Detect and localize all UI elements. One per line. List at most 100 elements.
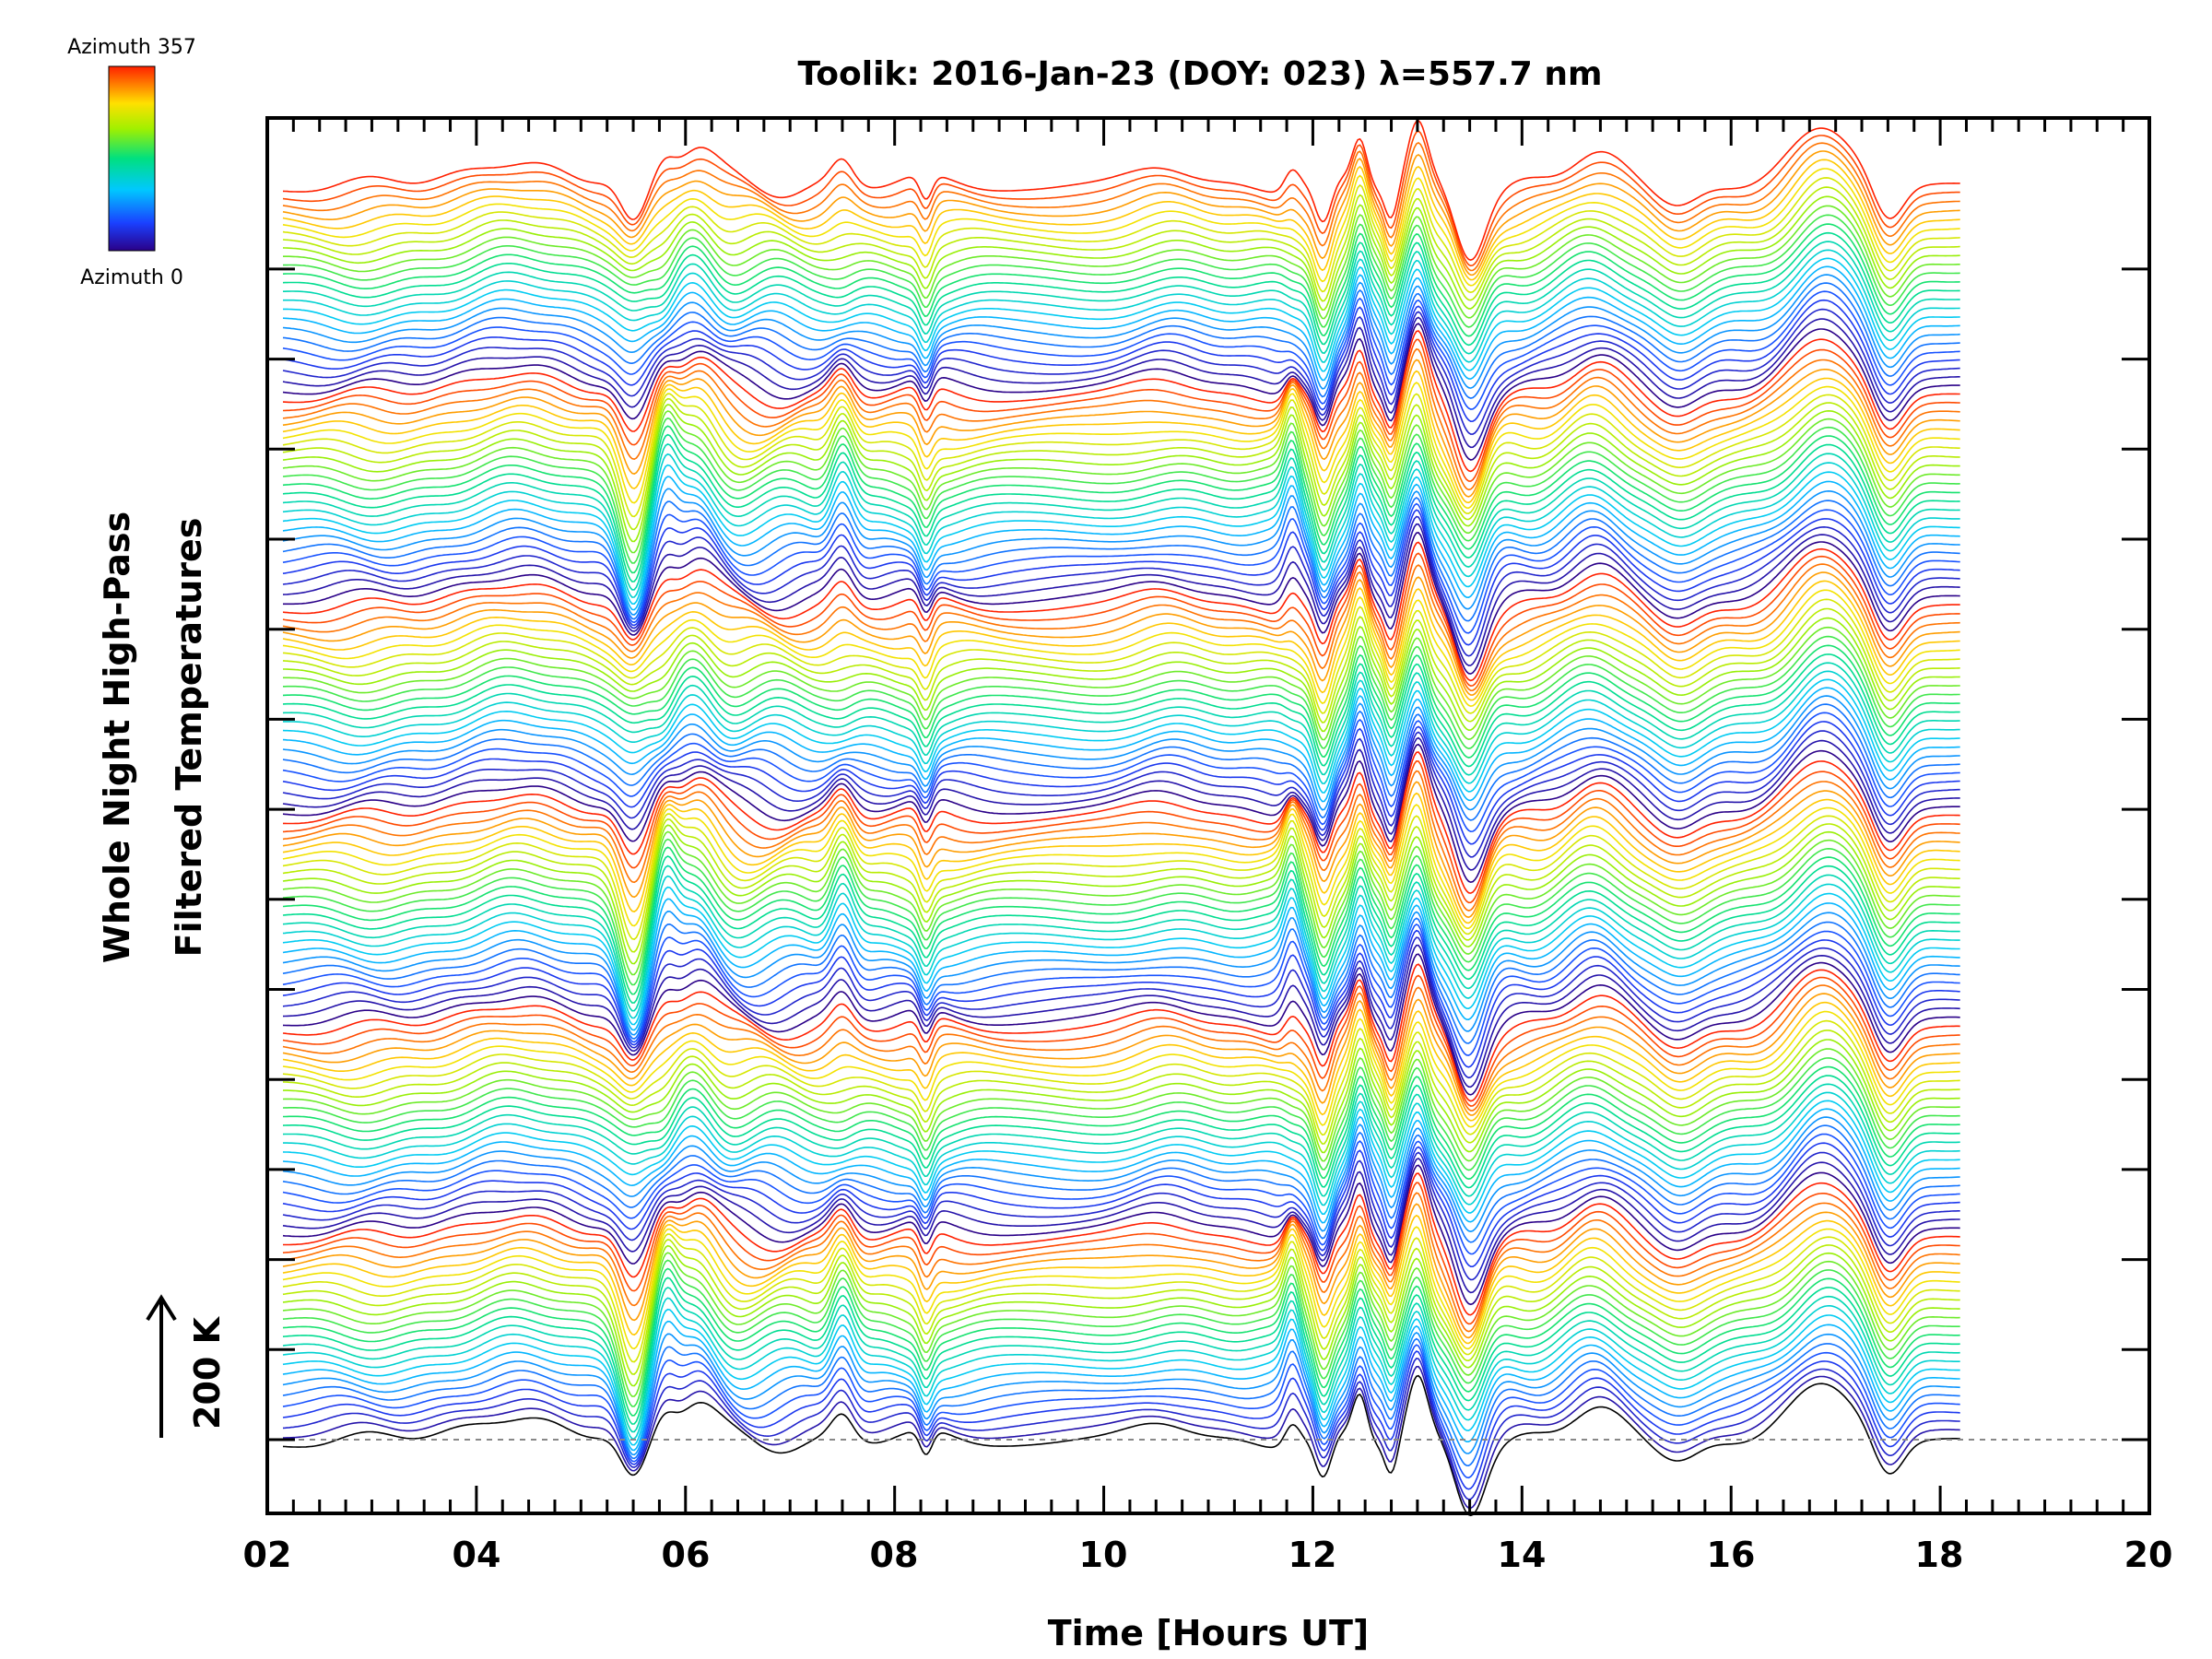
azimuth-trace bbox=[283, 1091, 1960, 1206]
azimuth-trace bbox=[282, 476, 1960, 611]
azimuth-trace bbox=[283, 205, 1960, 320]
azimuth-trace bbox=[282, 433, 1960, 582]
azimuth-trace bbox=[282, 1308, 1960, 1446]
x-tick-label: 10 bbox=[1079, 1535, 1128, 1575]
azimuth-trace bbox=[282, 898, 1960, 1031]
azimuth-trace bbox=[282, 359, 1960, 498]
azimuth-trace bbox=[283, 751, 1960, 894]
azimuth-trace bbox=[282, 936, 1960, 1079]
azimuth-trace bbox=[282, 846, 1960, 995]
azimuth-trace bbox=[282, 813, 1960, 940]
azimuth-trace bbox=[282, 993, 1960, 1116]
azimuth-trace bbox=[282, 1142, 1960, 1267]
azimuth-trace bbox=[282, 944, 1960, 1088]
x-axis-label: Time [Hours UT] bbox=[1048, 1613, 1370, 1653]
azimuth-trace bbox=[282, 1277, 1960, 1425]
x-tick-label: 06 bbox=[662, 1535, 711, 1575]
azimuth-trace bbox=[282, 678, 1960, 794]
azimuth-trace bbox=[282, 1203, 1960, 1339]
azimuth-trace bbox=[282, 917, 1960, 1044]
azimuth-trace bbox=[283, 1365, 1960, 1510]
azimuth-trace bbox=[282, 910, 1960, 1036]
azimuth-trace bbox=[282, 830, 1960, 976]
azimuth-trace bbox=[282, 265, 1960, 382]
azimuth-trace bbox=[282, 1192, 1960, 1333]
scale-bar-arrowhead bbox=[146, 1294, 177, 1322]
azimuth-trace bbox=[282, 743, 1960, 884]
azimuth-trace bbox=[282, 644, 1960, 759]
azimuth-trace bbox=[282, 1157, 1960, 1294]
azimuth-trace bbox=[282, 1100, 1960, 1215]
azimuth-trace bbox=[283, 532, 1960, 675]
azimuth-trace bbox=[282, 488, 1960, 616]
azimuth-trace bbox=[282, 347, 1960, 491]
azimuth-trace bbox=[282, 1350, 1960, 1490]
azimuth-trace bbox=[282, 1116, 1960, 1233]
azimuth-trace bbox=[282, 397, 1960, 531]
azimuth-trace bbox=[282, 290, 1960, 410]
azimuth-trace bbox=[282, 770, 1960, 912]
azimuth-trace bbox=[282, 855, 1960, 1004]
azimuth-trace bbox=[282, 195, 1960, 312]
azimuth-trace bbox=[282, 598, 1960, 714]
azimuth-trace bbox=[282, 141, 1960, 272]
y-ticks bbox=[267, 267, 2149, 1441]
azimuth-trace bbox=[282, 563, 1960, 692]
azimuth-trace bbox=[282, 443, 1960, 591]
azimuth-trace bbox=[282, 497, 1960, 622]
azimuth-trace bbox=[282, 818, 1960, 953]
x-tick-label: 12 bbox=[1288, 1535, 1337, 1575]
azimuth-trace bbox=[282, 1019, 1960, 1136]
azimuth-trace bbox=[282, 410, 1960, 554]
azimuth-trace bbox=[282, 759, 1960, 904]
azimuth-trace bbox=[282, 838, 1960, 986]
azimuth-trace bbox=[282, 453, 1960, 598]
scale-bar-label: 200 K bbox=[187, 1315, 228, 1430]
azimuth-trace bbox=[282, 323, 1960, 461]
azimuth-trace bbox=[282, 1182, 1960, 1325]
azimuth-trace bbox=[282, 687, 1960, 803]
azimuth-trace bbox=[283, 214, 1960, 328]
azimuth-trace bbox=[282, 1108, 1960, 1224]
azimuth-trace bbox=[283, 241, 1960, 355]
azimuth-trace bbox=[283, 617, 1960, 733]
azimuth-trace bbox=[283, 257, 1960, 372]
azimuth-trace bbox=[282, 1083, 1960, 1197]
azimuth-trace bbox=[282, 804, 1960, 929]
azimuth-trace bbox=[282, 1048, 1960, 1162]
azimuth-trace bbox=[282, 929, 1960, 1068]
azimuth-trace bbox=[282, 1267, 1960, 1417]
azimuth-trace bbox=[282, 1001, 1960, 1122]
azimuth-trace bbox=[283, 670, 1960, 785]
azimuth-trace bbox=[282, 703, 1960, 821]
y-axis-label-line1: Whole Night High-Pass bbox=[97, 512, 137, 963]
azimuth-trace bbox=[282, 515, 1960, 657]
x-tick-label: 04 bbox=[453, 1535, 501, 1575]
azimuth-trace bbox=[282, 974, 1960, 1107]
azimuth-trace bbox=[282, 1244, 1960, 1387]
azimuth-trace bbox=[282, 865, 1960, 1012]
azimuth-trace bbox=[283, 1039, 1960, 1154]
azimuth-trace bbox=[282, 1057, 1960, 1171]
x-tick-label: 18 bbox=[1915, 1535, 1964, 1575]
azimuth-trace bbox=[282, 1239, 1960, 1375]
azimuth-trace bbox=[282, 875, 1960, 1019]
x-tick-labels: 02 04 06 08 10 12 14 16 18 20 bbox=[243, 1535, 2173, 1575]
azimuth-trace bbox=[282, 1030, 1960, 1145]
azimuth-trace bbox=[282, 330, 1960, 473]
azimuth-trace bbox=[282, 886, 1960, 1026]
temperature-traces bbox=[282, 119, 1960, 1517]
azimuth-trace bbox=[282, 580, 1960, 701]
azimuth-trace bbox=[282, 393, 1960, 518]
azimuth-trace bbox=[282, 1297, 1960, 1440]
azimuth-trace bbox=[282, 150, 1960, 276]
azimuth-trace bbox=[282, 792, 1960, 924]
azimuth-trace bbox=[282, 382, 1960, 510]
azimuth-trace bbox=[282, 417, 1960, 564]
x-tick-label: 20 bbox=[2124, 1535, 2173, 1575]
azimuth-trace bbox=[282, 953, 1960, 1096]
y-axis-label-line2: Filtered Temperatures bbox=[169, 518, 209, 958]
azimuth-trace bbox=[283, 635, 1960, 750]
azimuth-trace bbox=[283, 1172, 1960, 1316]
